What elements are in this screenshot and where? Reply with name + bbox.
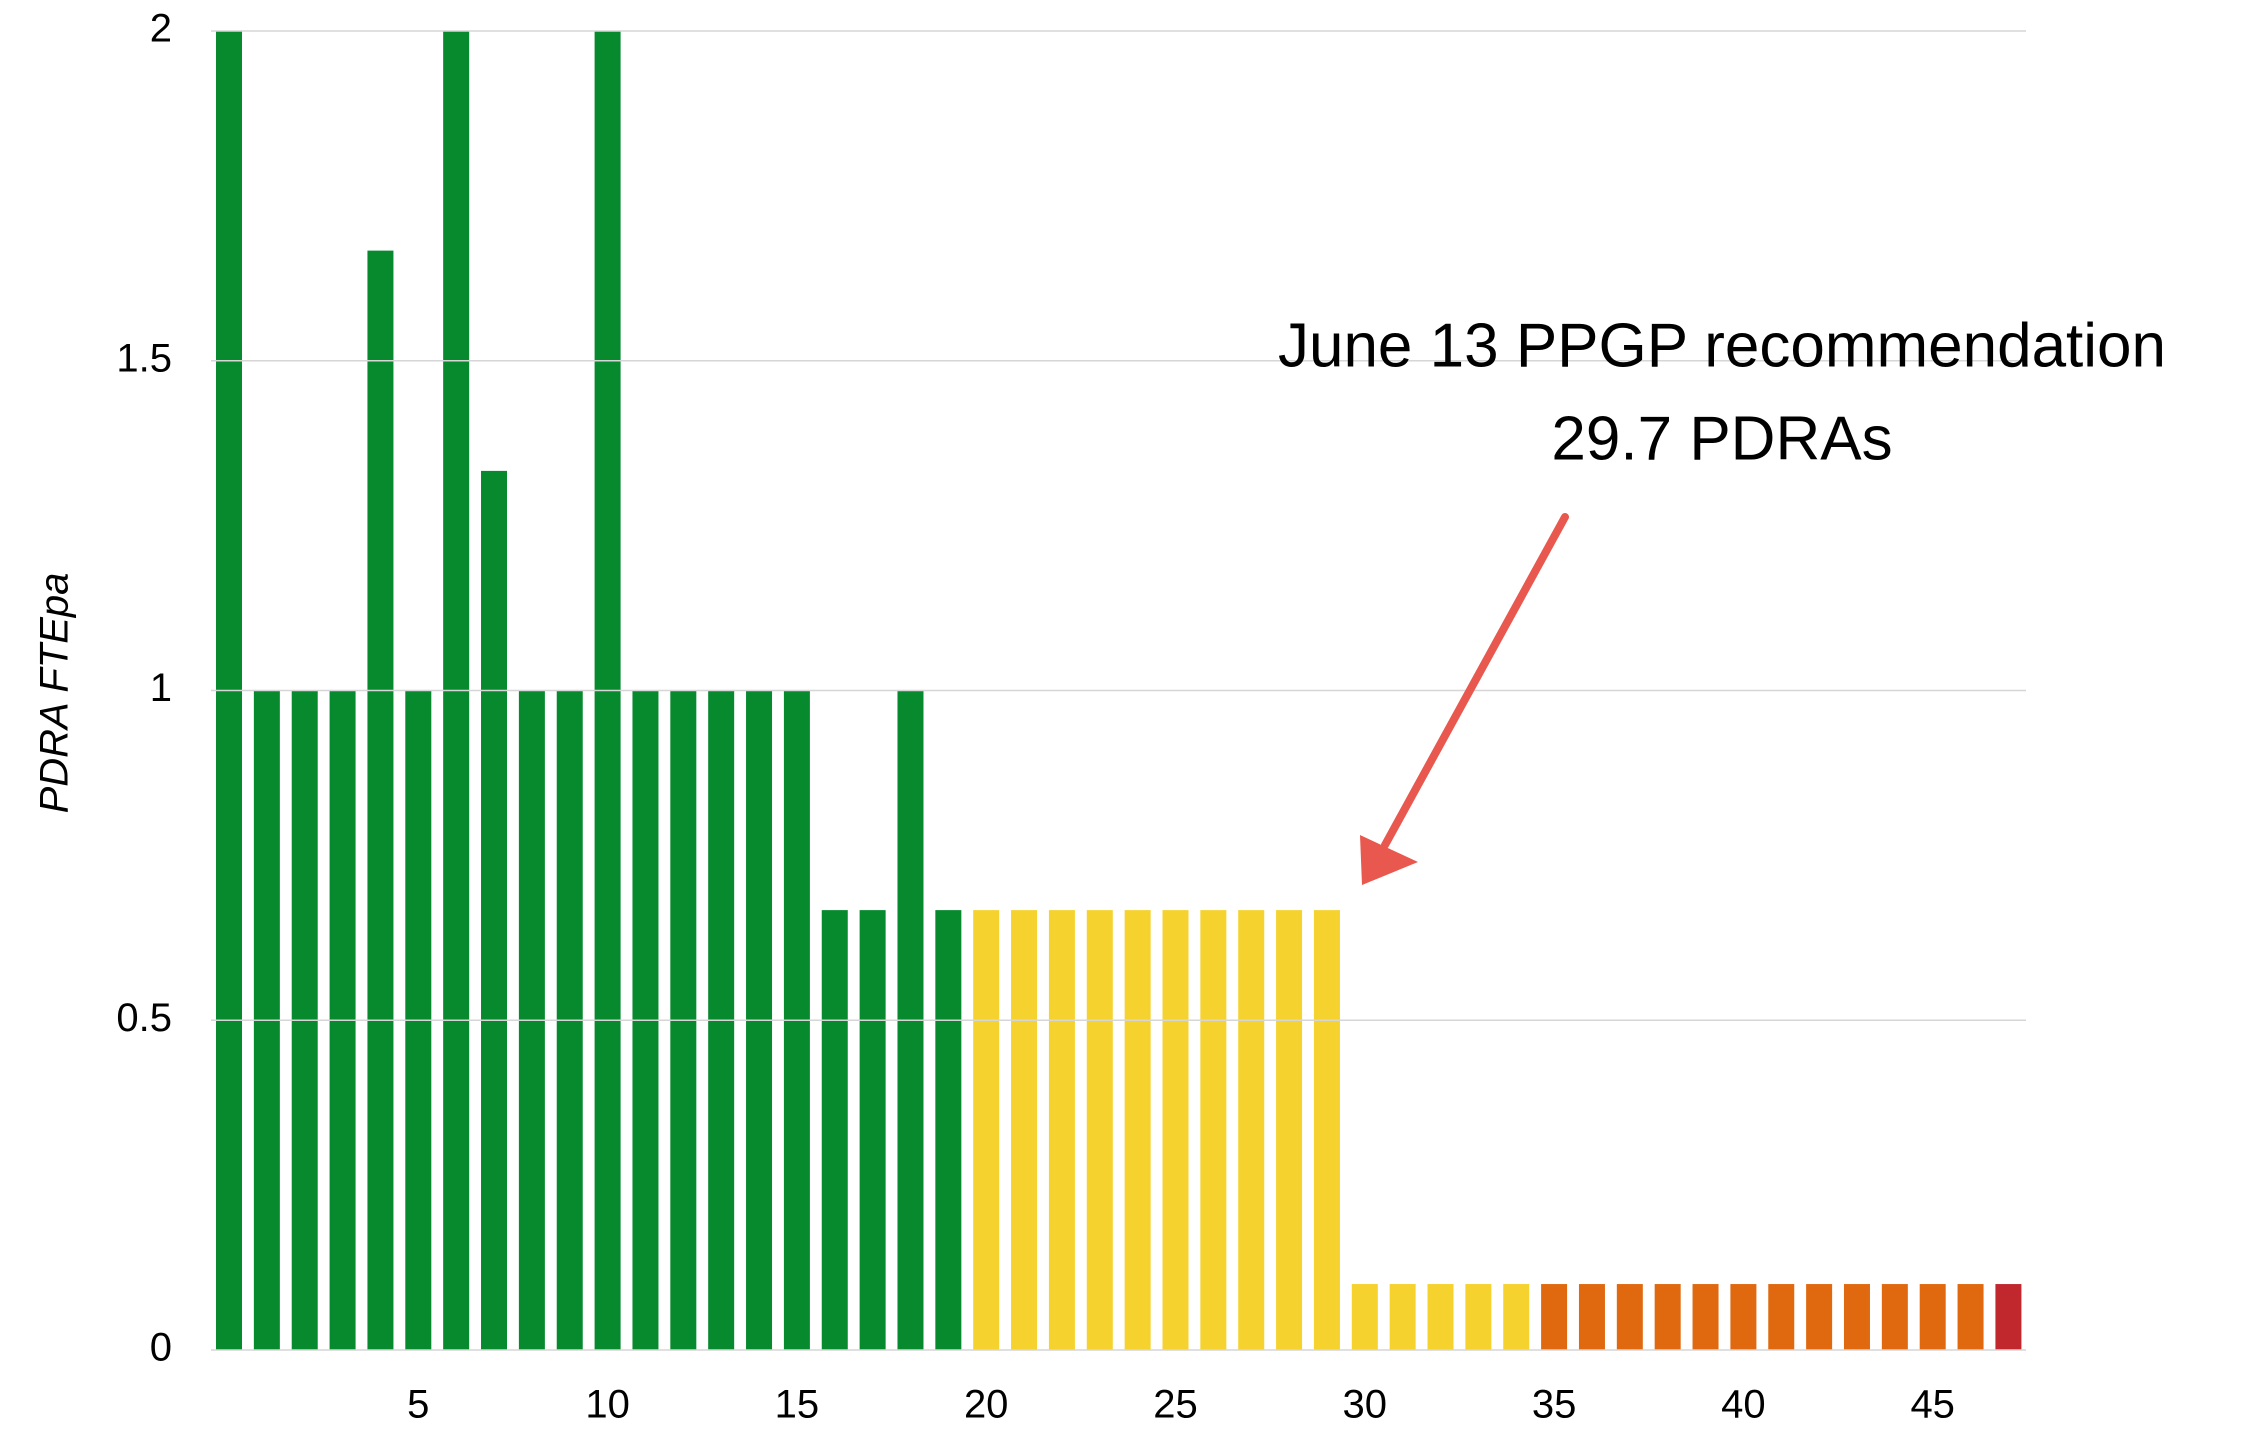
bar xyxy=(973,910,1000,1350)
annotation: June 13 PPGP recommendation xyxy=(1278,311,2166,380)
x-tick-label: 15 xyxy=(775,1383,820,1427)
bar xyxy=(1995,1284,2022,1350)
y-axis-label: PDRA FTEpa xyxy=(33,573,77,814)
x-tick-label: 30 xyxy=(1343,1383,1388,1427)
bar xyxy=(1730,1284,1757,1350)
bar xyxy=(1919,1284,1946,1350)
bar xyxy=(1881,1284,1908,1350)
bar xyxy=(1503,1284,1530,1350)
x-tick-label: 5 xyxy=(407,1383,429,1427)
y-tick-label: 2 xyxy=(150,7,172,51)
bar xyxy=(1351,1284,1378,1350)
bar xyxy=(1806,1284,1833,1350)
bar xyxy=(1654,1284,1681,1350)
bar xyxy=(1238,910,1265,1350)
bar xyxy=(1200,910,1227,1350)
bar xyxy=(859,910,886,1350)
bar xyxy=(481,470,508,1351)
annotation: 29.7 PDRAs xyxy=(1551,404,1892,473)
x-tick-label: 40 xyxy=(1721,1383,1766,1427)
bar xyxy=(1768,1284,1795,1350)
bar xyxy=(935,910,962,1350)
bar xyxy=(1011,910,1038,1350)
y-tick-label: 1 xyxy=(150,666,172,710)
bar xyxy=(821,910,848,1350)
bar xyxy=(1692,1284,1719,1350)
y-tick-label: 1.5 xyxy=(116,336,172,380)
annotation-arrow xyxy=(1360,513,1569,885)
bar xyxy=(1616,1284,1643,1350)
bar xyxy=(1276,910,1303,1350)
y-tick-label: 0 xyxy=(150,1326,172,1370)
bar xyxy=(1465,1284,1492,1350)
bar xyxy=(1086,910,1113,1350)
bar xyxy=(1048,910,1075,1350)
bar xyxy=(1389,1284,1416,1350)
bar xyxy=(1541,1284,1568,1350)
bar xyxy=(367,250,394,1350)
bar xyxy=(1162,910,1189,1350)
x-tick-label: 45 xyxy=(1910,1383,1955,1427)
y-tick-label: 0.5 xyxy=(116,996,172,1040)
bar xyxy=(1313,910,1340,1350)
x-tick-label: 10 xyxy=(585,1383,630,1427)
bar xyxy=(1843,1284,1870,1350)
bar xyxy=(1578,1284,1605,1350)
x-tick-label: 20 xyxy=(964,1383,1009,1427)
bar xyxy=(1957,1284,1984,1350)
x-tick-label: 25 xyxy=(1153,1383,1198,1427)
x-tick-label: 35 xyxy=(1532,1383,1577,1427)
bar xyxy=(1427,1284,1454,1350)
bar xyxy=(1124,910,1151,1350)
